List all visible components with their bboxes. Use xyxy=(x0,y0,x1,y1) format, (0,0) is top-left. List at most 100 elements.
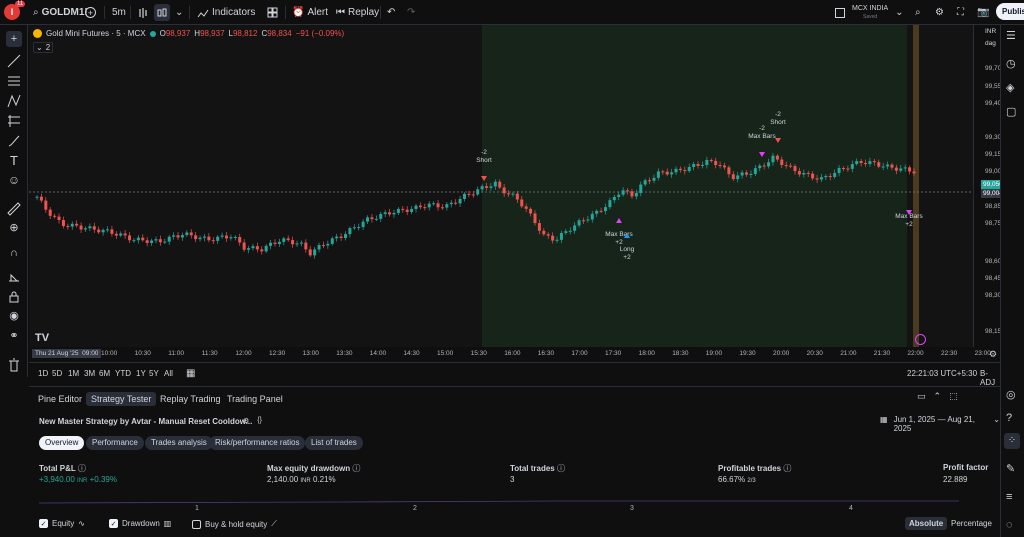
range-button-5y[interactable]: 5Y xyxy=(149,369,159,378)
strategy-signal-arrow xyxy=(624,233,630,238)
timer-icon[interactable] xyxy=(915,334,926,345)
range-button-1d[interactable]: 1D xyxy=(38,369,49,378)
redo-icon[interactable]: ↷ xyxy=(407,7,416,18)
clock-label[interactable]: 22:21:03 UTC+5:30 xyxy=(907,369,978,378)
help-icon[interactable]: ? xyxy=(1006,412,1013,424)
indicators-button[interactable]: Indicators xyxy=(197,4,255,21)
price-axis[interactable]: INR dag 99,700 99,550 99,400 99,300 99,150 99… xyxy=(973,25,1005,347)
tab-pine-editor[interactable]: Pine Editor xyxy=(38,394,83,404)
currency-label[interactable]: INR xyxy=(985,28,997,35)
horizontal-lines-icon[interactable] xyxy=(6,73,22,89)
pulse-icon[interactable]: ◌ xyxy=(1006,519,1013,531)
equity-chart[interactable] xyxy=(39,491,959,513)
subtab-trades-analysis[interactable]: Trades analysis xyxy=(145,436,213,450)
lock-drawing-icon[interactable] xyxy=(6,269,22,285)
lock-icon[interactable] xyxy=(6,289,22,305)
strategy-name[interactable]: New Master Strategy by Avtar - Manual Re… xyxy=(39,417,253,426)
emoji-icon[interactable]: ☺ xyxy=(7,173,21,187)
quick-search-icon[interactable]: ⌕ xyxy=(915,7,921,18)
gear-icon[interactable]: ⚙ xyxy=(935,7,944,18)
time-axis[interactable]: Thu 21 Aug '25 09:00 10:00 10:30 11:00 11:3… xyxy=(29,347,997,362)
mode-percentage-button[interactable]: Percentage xyxy=(951,519,992,528)
unit-label[interactable]: dag xyxy=(985,40,996,47)
range-button-1m[interactable]: 1M xyxy=(68,369,80,378)
drawdown-bars-icon: ▥ xyxy=(163,519,172,528)
info-icon: ⓘ xyxy=(352,464,361,473)
ideas-icon[interactable]: ✎ xyxy=(1006,463,1016,475)
chart-pane[interactable]: -2 Short Max Bars +2 Long +2 -2 Max Bars -2 Short… xyxy=(29,25,973,347)
chat-icon[interactable]: ▢ xyxy=(1006,106,1017,118)
axis-settings-gear-icon[interactable]: ⚙ xyxy=(989,349,998,359)
undo-icon[interactable]: ↶ xyxy=(387,7,396,18)
notifications-icon[interactable]: ◎ xyxy=(1006,389,1016,401)
subtab-risk-ratios[interactable]: Risk/performance ratios xyxy=(209,436,306,450)
range-button-ytd[interactable]: YTD xyxy=(115,369,131,378)
layouts-grid-icon[interactable] xyxy=(267,4,278,21)
subtab-performance[interactable]: Performance xyxy=(86,436,144,450)
tab-trading-panel[interactable]: Trading Panel xyxy=(227,394,283,404)
checkbox-equity[interactable]: ✓ Equity ∿ xyxy=(39,519,85,528)
source-code-icon[interactable]: {} xyxy=(257,417,262,424)
layout-selector[interactable]: MCX INDIA Saved ⌄ xyxy=(835,4,904,21)
trend-line-icon[interactable] xyxy=(6,53,22,69)
zoom-in-icon[interactable]: ⊕ xyxy=(9,222,19,234)
checkbox-buy-hold[interactable]: Buy & hold equity ⟋ xyxy=(192,519,277,529)
alert-button[interactable]: ⏰ Alert xyxy=(292,4,328,21)
user-avatar[interactable]: I 11 xyxy=(4,1,26,20)
candle-body xyxy=(158,239,162,243)
mode-absolute-button[interactable]: Absolute xyxy=(905,517,948,530)
open-value: 98,937 xyxy=(165,29,191,38)
trash-icon[interactable] xyxy=(6,357,22,373)
compare-button[interactable]: + xyxy=(85,4,96,21)
chevron-up-icon[interactable]: ⌃ xyxy=(933,391,942,401)
news-icon[interactable]: ≡ xyxy=(1006,491,1013,503)
adjustment-label[interactable]: B-ADJ xyxy=(980,369,996,387)
candle-body xyxy=(114,233,118,236)
tab-strategy-tester[interactable]: Strategy Tester xyxy=(86,392,157,406)
text-tool-icon[interactable]: T xyxy=(10,153,18,168)
indicators-toggle[interactable]: ⌄ 2 xyxy=(33,42,54,53)
subtab-list-of-trades[interactable]: List of trades xyxy=(305,436,363,450)
date-range-selector[interactable]: ▦ Jun 1, 2025 — Aug 21, 2025 ⌄ xyxy=(880,415,1000,433)
watchlist-icon[interactable]: ☰ xyxy=(1006,30,1016,42)
layers-icon[interactable]: ◈ xyxy=(1006,82,1015,94)
apps-grid-icon[interactable]: ⁘ xyxy=(1004,433,1020,449)
chart-type-bars-icon[interactable] xyxy=(137,4,149,21)
subtab-overview[interactable]: Overview xyxy=(39,436,85,450)
window-icon[interactable]: ▭ xyxy=(917,391,926,401)
symbol-search[interactable]: ⌕ GOLDM1! xyxy=(33,4,88,21)
candle-body xyxy=(57,216,61,221)
candle-body xyxy=(855,160,859,165)
range-button-6m[interactable]: 6M xyxy=(99,369,111,378)
strategy-signal-arrow xyxy=(481,176,487,181)
fullscreen-icon[interactable]: ⛶ xyxy=(957,7,964,18)
calendar-range-icon[interactable]: ▦ xyxy=(186,368,196,379)
maximize-icon[interactable]: ⬚ xyxy=(949,391,958,401)
timeframe-button[interactable]: 5m xyxy=(112,7,126,18)
replay-button[interactable]: ⏮ Replay xyxy=(336,4,379,21)
chart-type-candles-icon[interactable] xyxy=(154,4,170,21)
brush-icon[interactable] xyxy=(6,133,22,149)
publish-button[interactable]: Publish xyxy=(996,3,1024,20)
fib-icon[interactable] xyxy=(6,113,22,129)
camera-icon[interactable]: 📷 xyxy=(977,7,990,18)
range-button-3m[interactable]: 3M xyxy=(84,369,96,378)
settings-icon[interactable]: ⚙ xyxy=(243,418,250,425)
candle-body xyxy=(797,171,801,175)
range-button-1y[interactable]: 1Y xyxy=(136,369,146,378)
crosshair-icon[interactable]: + xyxy=(6,31,22,47)
chevron-down-icon[interactable]: ⌄ xyxy=(175,7,184,18)
signal-sublabel: +2 xyxy=(623,254,631,261)
magnet-icon[interactable]: ∩ xyxy=(10,247,18,259)
pattern-icon[interactable] xyxy=(6,93,22,109)
eye-icon[interactable]: ◉ xyxy=(9,310,19,322)
link-icon[interactable]: ⚭ xyxy=(9,330,19,342)
tab-replay-trading[interactable]: Replay Trading xyxy=(160,394,221,404)
range-button-all[interactable]: All xyxy=(164,369,173,378)
range-button-5d[interactable]: 5D xyxy=(52,369,63,378)
ruler-icon[interactable] xyxy=(6,201,22,217)
checkbox-drawdown[interactable]: ✓ Drawdown ▥ xyxy=(109,519,171,528)
candle-body xyxy=(48,209,52,216)
alerts-clock-icon[interactable]: ◷ xyxy=(1006,58,1016,70)
